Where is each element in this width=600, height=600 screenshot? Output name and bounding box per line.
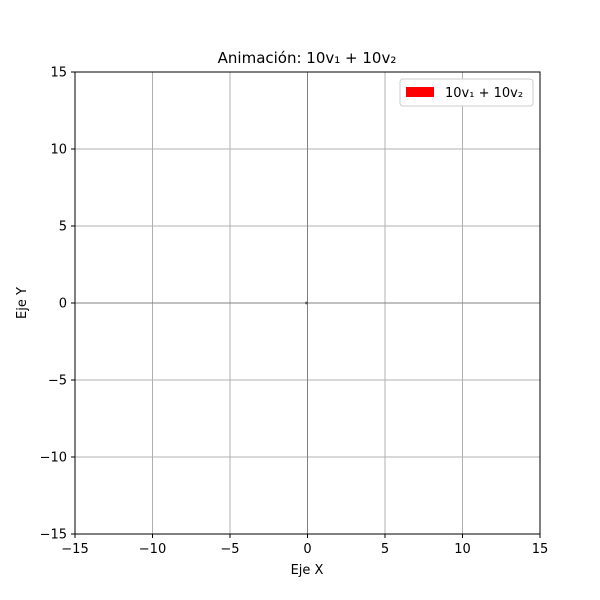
x-axis-label: Eje X	[291, 563, 324, 578]
y-axis-ticks: −15 −10 −5 0 5 10 15	[40, 66, 75, 543]
y-tick-label: −15	[40, 528, 67, 543]
x-tick-label: −10	[139, 542, 166, 557]
legend-box	[399, 78, 534, 107]
legend-label: 10v₁ + 10v₂	[445, 86, 523, 101]
y-tick-label: −10	[40, 451, 67, 466]
y-tick-label: −5	[48, 374, 67, 389]
y-tick-label: 5	[59, 220, 67, 235]
vector-mark-group	[305, 301, 308, 305]
x-tick-label: 10	[454, 542, 471, 557]
x-tick-label: 5	[381, 542, 389, 557]
x-tick-label: −15	[61, 542, 88, 557]
x-tick-label: −5	[220, 542, 239, 557]
y-axis-label: Eje Y	[15, 287, 30, 319]
y-tick-label: 10	[50, 143, 67, 158]
x-tick-label: 15	[532, 542, 549, 557]
legend: 10v₁ + 10v₂	[399, 78, 534, 107]
x-tick-label: 0	[303, 542, 311, 557]
x-axis-ticks: −15 −10 −5 0 5 10 15	[61, 534, 548, 557]
chart-title: Animación: 10v₁ + 10v₂	[218, 49, 397, 67]
vector-origin-point	[305, 301, 308, 305]
y-tick-label: 0	[59, 297, 67, 312]
legend-swatch	[406, 87, 434, 97]
y-tick-label: 15	[50, 66, 67, 81]
